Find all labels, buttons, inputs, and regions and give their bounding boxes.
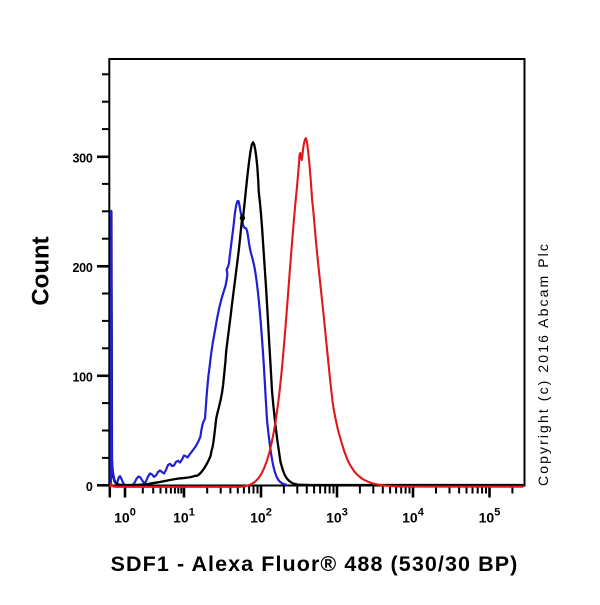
svg-text:Count: Count [28,236,55,305]
svg-text:300: 300 [73,151,93,165]
svg-text:100: 100 [73,370,93,384]
svg-text:SDF1 - Alexa Fluor® 488 (530/3: SDF1 - Alexa Fluor® 488 (530/30 BP) [111,552,519,576]
svg-text:Copyright (c) 2016 Abcam Plc: Copyright (c) 2016 Abcam Plc [535,242,551,486]
svg-text:0: 0 [86,480,93,494]
svg-text:200: 200 [73,261,93,275]
